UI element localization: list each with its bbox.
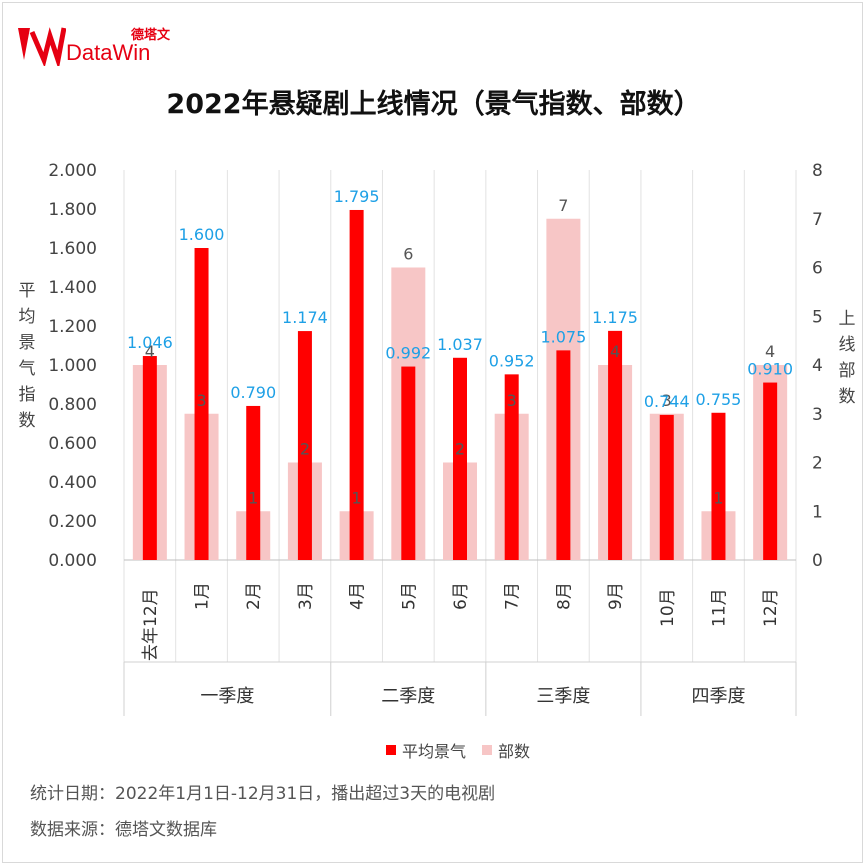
- y-tick-right: 0: [812, 551, 823, 571]
- avg-bar: [763, 382, 778, 560]
- y-tick-left: 0.400: [48, 473, 97, 493]
- avg-bar: [453, 357, 467, 560]
- datawin-logo: 德塔文 DataWin: [14, 22, 174, 70]
- quarter-label: 三季度: [536, 686, 590, 707]
- y-tick-left: 1.400: [48, 278, 97, 298]
- y-tick-left: 0.600: [48, 434, 97, 454]
- avg-data-label: 0.790: [230, 383, 276, 402]
- y-tick-right: 1: [812, 502, 823, 522]
- avg-data-label: 1.037: [437, 335, 483, 354]
- count-data-label: 1: [713, 488, 723, 507]
- count-data-label: 4: [610, 342, 620, 361]
- count-data-label: 2: [300, 440, 310, 459]
- y-tick-right: 8: [812, 161, 823, 181]
- avg-bar: [659, 414, 674, 560]
- y-tick-left: 2.000: [48, 161, 97, 181]
- y-tick-right: 7: [812, 210, 823, 230]
- avg-data-label: 0.744: [644, 392, 690, 411]
- y-tick-left: 1.600: [48, 239, 97, 259]
- legend-item-avg: 平均景气: [386, 738, 466, 762]
- avg-data-label: 1.046: [127, 333, 173, 352]
- y-tick-right: 3: [812, 405, 823, 425]
- legend-label-avg: 平均景气: [402, 742, 467, 761]
- count-data-label: 4: [145, 342, 155, 361]
- avg-data-label: 0.992: [385, 344, 431, 363]
- x-tick-label: 1月: [193, 582, 213, 610]
- y-axis-left-label: 平均景气指数: [18, 281, 36, 431]
- count-data-label: 1: [352, 488, 362, 507]
- avg-data-label: 1.600: [179, 225, 225, 244]
- avg-data-label: 0.952: [489, 351, 535, 370]
- legend-item-count: 部数: [482, 738, 530, 762]
- source-note: 数据来源：德塔文数据库: [30, 820, 217, 840]
- y-axis-right-label: 上线部数: [838, 309, 856, 407]
- y-tick-left: 0.800: [48, 395, 97, 415]
- avg-bar: [194, 248, 209, 560]
- y-tick-left: 1.800: [48, 200, 97, 220]
- avg-bar: [246, 405, 261, 560]
- avg-data-label: 0.755: [696, 390, 742, 409]
- logo-cn-text: 德塔文: [131, 28, 171, 43]
- x-tick-label: 去年12月: [141, 588, 161, 661]
- avg-bar: [142, 356, 157, 560]
- y-tick-left: 1.000: [48, 356, 97, 376]
- avg-bar: [297, 331, 312, 560]
- avg-bar: [401, 366, 416, 560]
- count-data-label: 1: [248, 488, 258, 507]
- count-data-label: 3: [196, 391, 206, 410]
- x-tick-label: 12月: [761, 588, 781, 627]
- logo-en-text: DataWin: [66, 40, 151, 65]
- x-tick-label: 5月: [399, 582, 419, 610]
- x-tick-label: 8月: [554, 582, 574, 610]
- legend-swatch-count: [482, 745, 493, 755]
- quarter-label: 四季度: [691, 686, 745, 707]
- logo-mark-icon: [18, 27, 67, 70]
- avg-bar: [349, 209, 364, 560]
- legend-swatch-avg: [386, 745, 396, 755]
- count-data-label: 6: [403, 245, 413, 264]
- avg-bar: [711, 412, 726, 560]
- quarter-label: 一季度: [200, 686, 254, 707]
- date-note: 统计日期：2022年1月1日-12月31日，播出超过3天的电视剧: [30, 784, 496, 804]
- x-tick-label: 2月: [244, 582, 264, 610]
- quarter-label: 二季度: [381, 686, 435, 707]
- count-data-label: 7: [558, 196, 568, 215]
- x-tick-label: 9月: [606, 582, 626, 610]
- legend: 平均景气 部数: [386, 738, 530, 762]
- y-tick-left: 1.200: [48, 317, 97, 337]
- x-tick-label: 3月: [296, 582, 316, 610]
- y-tick-left: 0.000: [48, 551, 97, 571]
- avg-bar: [608, 330, 623, 560]
- y-tick-left: 0.200: [48, 512, 97, 532]
- avg-data-label: 0.910: [747, 360, 793, 379]
- legend-label-count: 部数: [498, 742, 531, 761]
- x-tick-label: 7月: [503, 582, 523, 610]
- count-data-label: 4: [765, 342, 775, 361]
- x-tick-label: 11月: [709, 588, 729, 627]
- y-tick-right: 2: [812, 454, 823, 474]
- y-tick-right: 6: [812, 259, 823, 279]
- y-tick-right: 4: [812, 356, 823, 376]
- x-tick-label: 4月: [348, 582, 368, 610]
- avg-bar: [504, 374, 519, 560]
- count-data-label: 2: [455, 440, 465, 459]
- avg-data-label: 1.075: [540, 327, 586, 346]
- avg-data-label: 1.174: [282, 308, 328, 327]
- count-data-label: 3: [662, 391, 672, 410]
- x-tick-label: 10月: [658, 588, 678, 627]
- x-tick-label: 6月: [451, 582, 471, 610]
- avg-data-label: 1.175: [592, 308, 638, 327]
- chart-title: 2022年悬疑剧上线情况（景气指数、部数）: [166, 89, 701, 120]
- count-data-label: 3: [507, 391, 517, 410]
- avg-bar: [556, 350, 571, 560]
- y-tick-right: 5: [812, 307, 823, 327]
- avg-data-label: 1.795: [334, 187, 380, 206]
